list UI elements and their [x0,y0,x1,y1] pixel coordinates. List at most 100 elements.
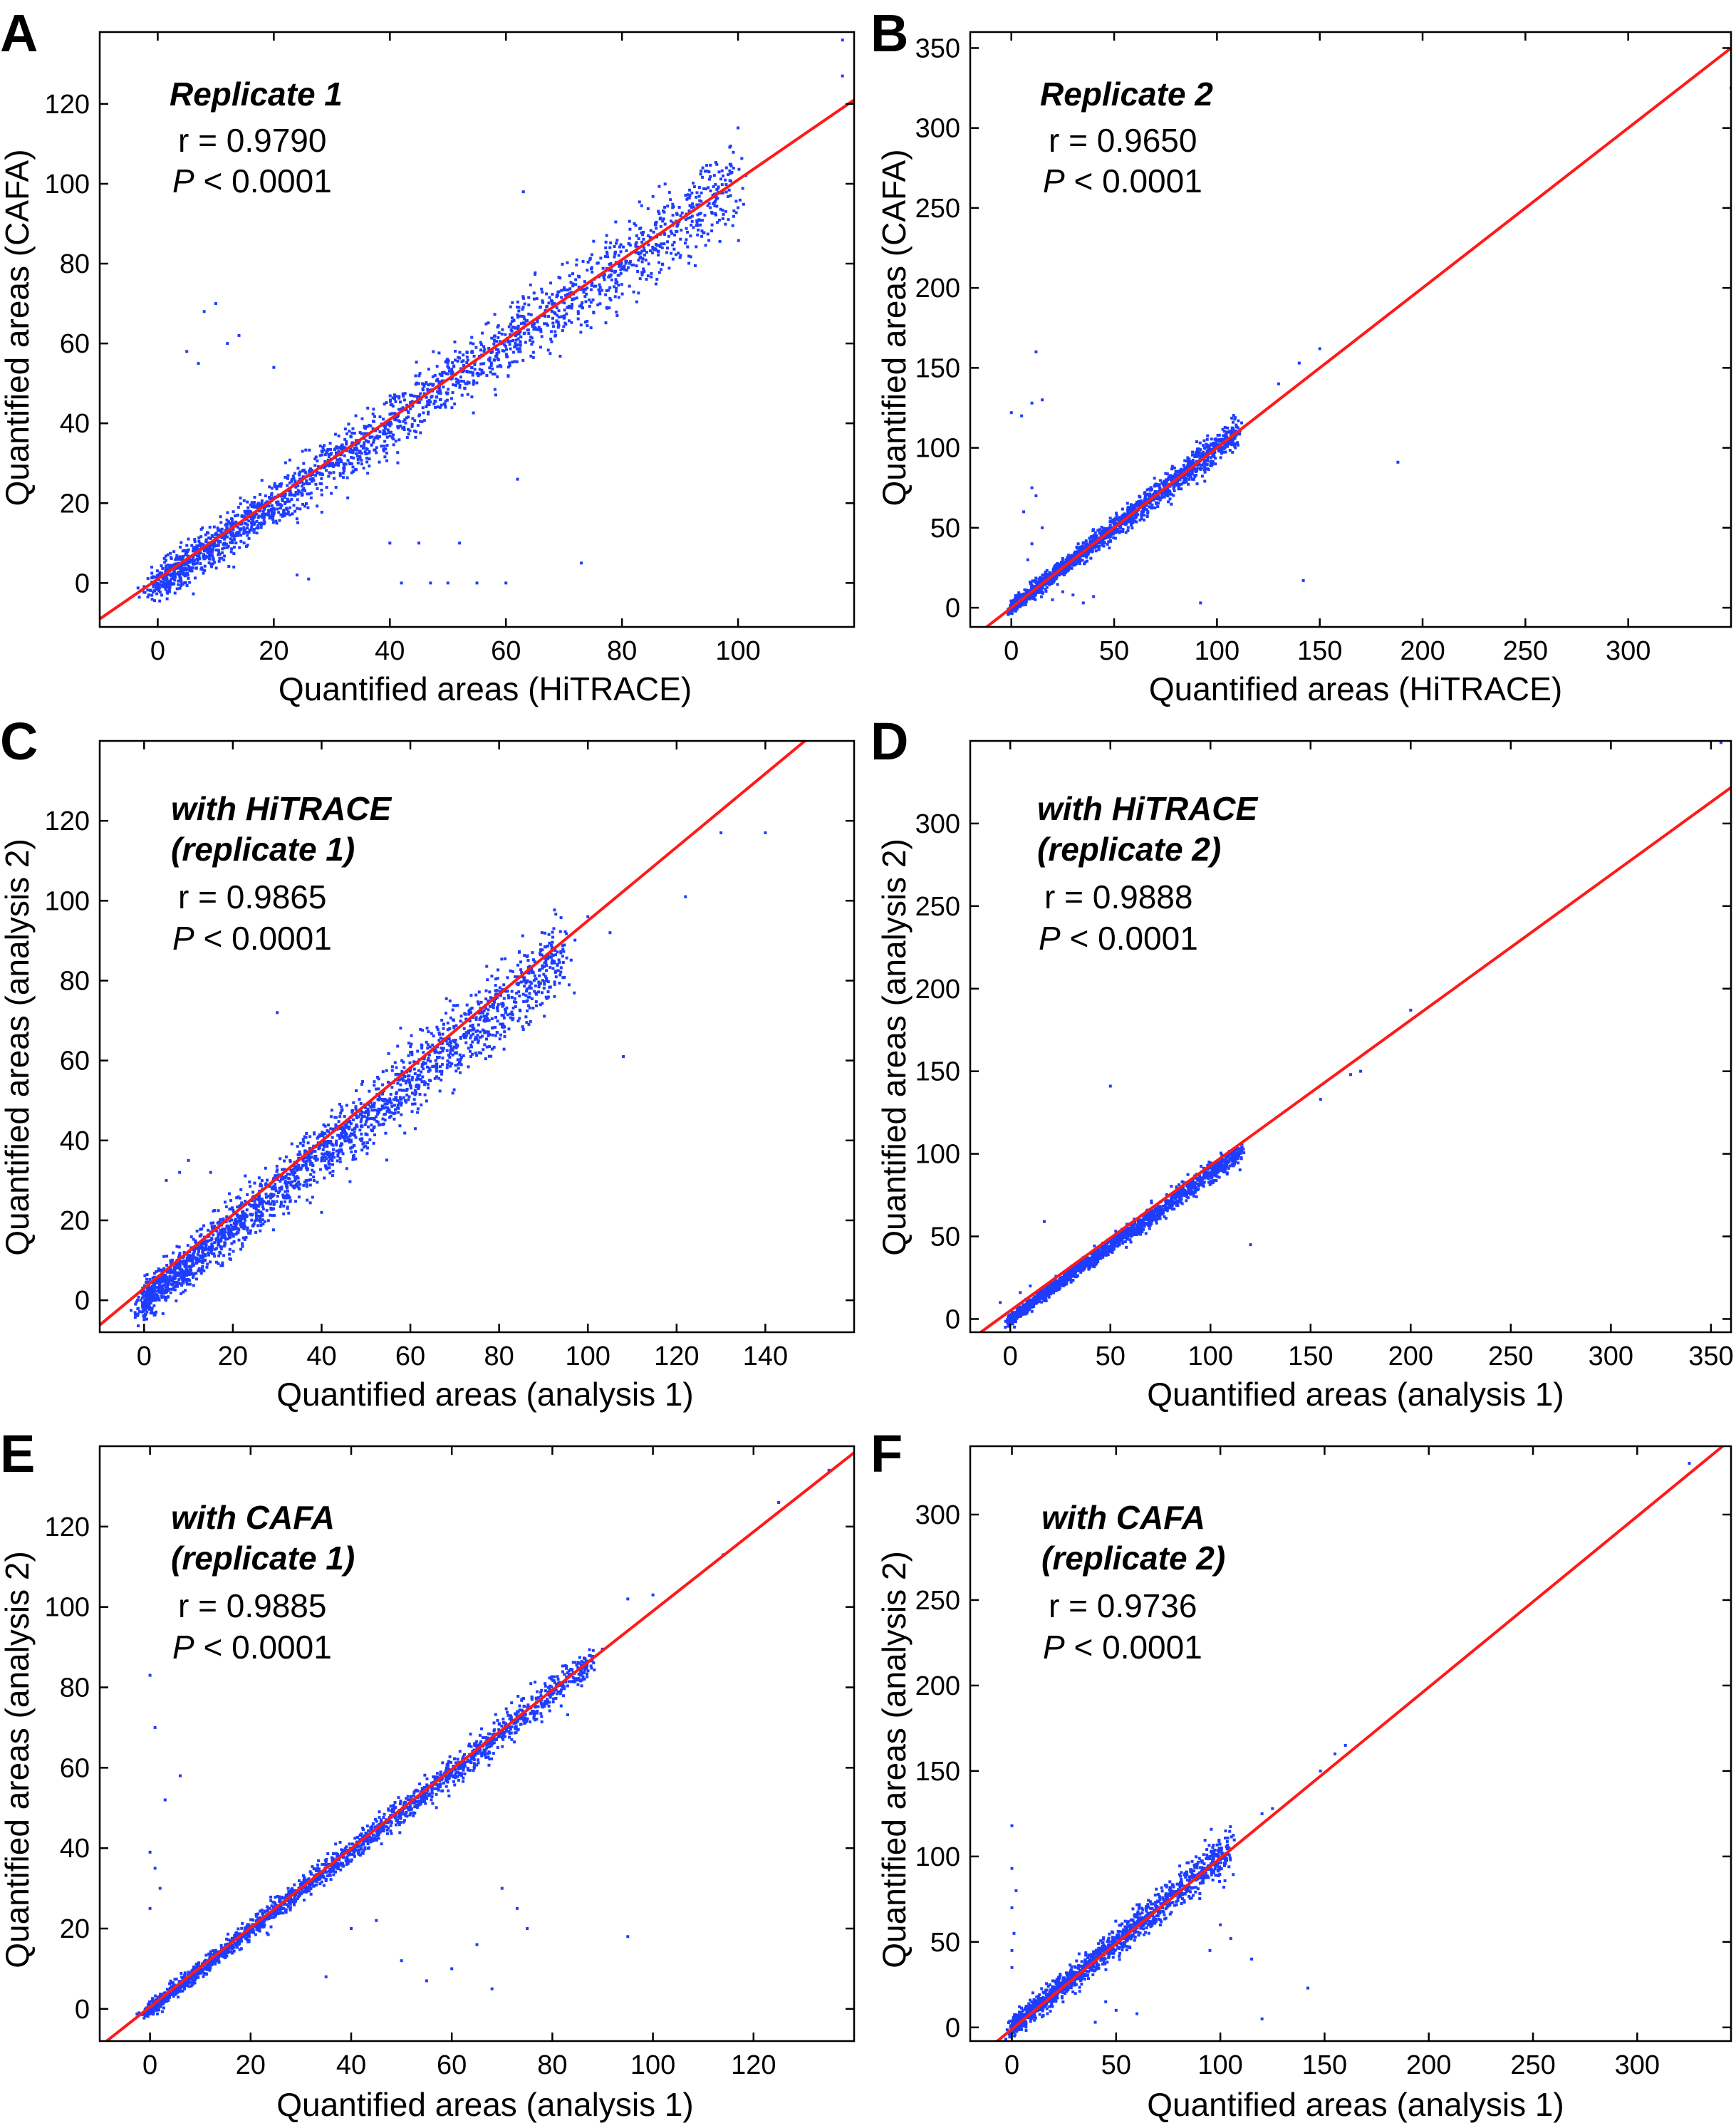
data-point [239,1188,243,1191]
data-point [431,383,435,387]
data-point [291,474,295,478]
data-point [314,474,318,477]
data-point [234,534,237,538]
data-point [1235,425,1238,428]
data-point [1163,495,1166,499]
y-tick-label: 80 [60,249,90,279]
data-point [329,447,333,451]
data-point [405,1079,408,1083]
data-point [707,186,710,190]
data-point [209,542,213,546]
data-point [212,525,216,529]
data-point [1078,562,1081,566]
data-point [345,476,349,479]
data-point [155,569,159,573]
data-point [325,469,328,472]
data-point [401,406,405,410]
data-point [462,363,466,367]
data-point [389,1092,393,1096]
data-point [459,375,462,379]
data-point [232,521,236,525]
data-point [445,398,449,402]
data-point [529,283,532,286]
data-point [589,301,593,304]
data-point [327,1160,331,1163]
data-point [289,1183,293,1187]
data-point [236,525,239,529]
data-point [410,394,414,398]
data-point [339,460,343,464]
data-point [685,227,688,230]
data-point [199,535,203,539]
data-point [677,206,681,209]
data-point [1150,503,1154,507]
data-point [183,569,187,572]
data-point [1176,469,1180,473]
data-point [1130,522,1133,526]
data-point [700,219,704,222]
data-point [578,304,581,308]
data-point [186,1282,189,1286]
data-point [218,552,222,556]
data-point [218,556,222,560]
data-point [341,1126,344,1129]
data-point [598,302,602,306]
data-point [531,1007,535,1010]
data-point [519,314,522,318]
data-point [519,330,522,333]
data-point [1231,437,1235,441]
data-point [418,413,422,417]
data-point [202,549,206,553]
data-point [251,518,255,521]
data-point [314,482,318,486]
data-point [1210,437,1213,441]
outlier-point [1020,414,1024,417]
data-point [1065,566,1069,569]
data-point [207,561,211,564]
data-point [740,157,744,160]
data-point [603,278,606,281]
data-point [581,259,585,263]
data-point [186,573,189,577]
data-point [175,572,179,576]
data-point [169,581,172,584]
data-point [367,1125,370,1128]
data-point [1199,467,1202,471]
data-point [603,255,607,259]
data-point [684,218,687,222]
data-point [309,474,313,477]
data-point [575,258,578,261]
data-point [383,440,387,443]
outlier-point [1026,558,1029,561]
plot-frame [98,31,856,628]
data-point [425,382,428,385]
data-point [428,1045,432,1049]
data-point [338,1126,342,1130]
data-point [539,346,543,349]
data-point [219,528,222,531]
data-point [1078,556,1081,560]
x-tick-label: 20 [259,636,289,666]
data-point [390,412,394,415]
outlier-point [1051,598,1054,601]
data-point [393,1104,396,1107]
data-point [387,1101,390,1104]
data-point [1098,541,1101,544]
data-point [220,527,224,531]
data-point [498,990,501,993]
data-point [1024,600,1028,603]
data-point [1126,519,1130,523]
data-point [458,351,462,354]
data-point [210,565,214,569]
data-point [676,222,680,226]
data-point [534,984,537,987]
data-point [234,514,237,518]
data-point [645,251,648,254]
data-point [547,933,551,936]
data-point [621,245,625,249]
data-point [702,231,706,234]
data-point [561,262,564,266]
data-point [410,1078,414,1081]
annotation-p: P < 0.0001 [1043,162,1202,199]
